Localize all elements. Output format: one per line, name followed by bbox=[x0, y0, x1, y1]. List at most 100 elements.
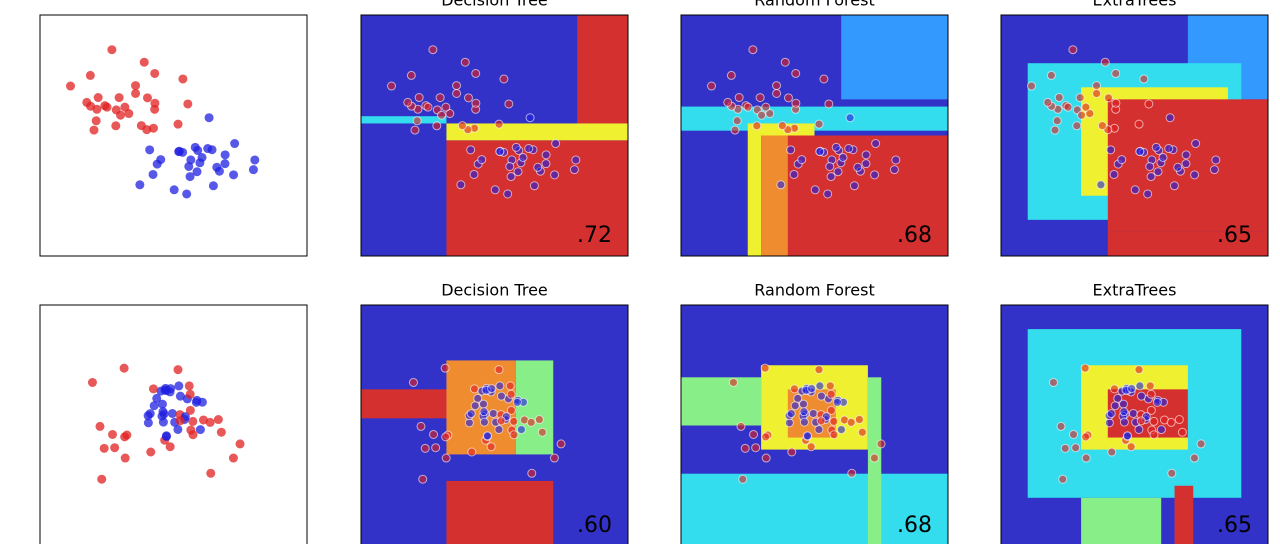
sample-point bbox=[786, 145, 796, 155]
sample-point bbox=[1100, 57, 1110, 67]
sample-point bbox=[173, 424, 183, 434]
sample-point bbox=[467, 447, 477, 457]
panel-border bbox=[360, 304, 629, 544]
sample-point bbox=[182, 189, 192, 199]
sample-point bbox=[815, 381, 825, 391]
sample-point bbox=[206, 468, 216, 478]
sample-point bbox=[757, 110, 767, 120]
sample-point bbox=[408, 377, 418, 387]
sample-point bbox=[139, 57, 149, 67]
sample-point bbox=[496, 416, 506, 426]
sample-point bbox=[1128, 408, 1138, 418]
panel-body bbox=[681, 15, 948, 256]
sample-point bbox=[525, 113, 535, 123]
sample-point bbox=[819, 74, 829, 84]
sample-point bbox=[1136, 416, 1146, 426]
sample-point bbox=[790, 401, 800, 411]
sample-point bbox=[829, 430, 839, 440]
sample-point bbox=[738, 474, 748, 484]
sample-point bbox=[412, 116, 422, 126]
sample-point bbox=[469, 169, 479, 179]
sample-point bbox=[158, 407, 168, 417]
sample-point bbox=[826, 389, 836, 399]
sample-point bbox=[1056, 421, 1066, 431]
sample-point bbox=[513, 167, 523, 177]
sample-point bbox=[406, 70, 416, 80]
sample-point bbox=[1164, 144, 1174, 154]
sample-point bbox=[734, 93, 744, 103]
sample-point bbox=[889, 165, 899, 175]
panel-border bbox=[360, 14, 629, 257]
sample-point bbox=[861, 159, 871, 169]
sample-point bbox=[1109, 169, 1119, 179]
panel bbox=[680, 304, 949, 544]
sample-point bbox=[175, 391, 185, 401]
sample-point bbox=[1136, 391, 1146, 401]
sample-point bbox=[1165, 113, 1175, 123]
sample-point bbox=[494, 365, 504, 375]
sample-point bbox=[229, 170, 239, 180]
sample-point bbox=[486, 442, 496, 452]
sample-point bbox=[102, 102, 112, 112]
sample-point bbox=[152, 393, 162, 403]
sample-point bbox=[403, 97, 413, 107]
sample-point bbox=[420, 443, 430, 453]
sample-point bbox=[506, 172, 516, 182]
sample-point bbox=[761, 432, 771, 442]
sample-point bbox=[1106, 409, 1116, 419]
score: .68 bbox=[897, 223, 932, 248]
sample-point bbox=[740, 443, 750, 453]
sample-point bbox=[188, 430, 198, 440]
sample-point bbox=[760, 363, 770, 373]
sample-point bbox=[143, 418, 153, 428]
sample-point bbox=[1060, 443, 1070, 453]
sample-point bbox=[1134, 424, 1144, 434]
sample-point bbox=[418, 474, 428, 484]
panel-border bbox=[39, 304, 308, 544]
sample-point bbox=[142, 93, 152, 103]
sample-point bbox=[205, 417, 215, 427]
sample-point bbox=[440, 363, 450, 373]
sample-point bbox=[556, 439, 566, 449]
sample-point bbox=[432, 121, 442, 131]
sample-point bbox=[190, 142, 200, 152]
sample-point bbox=[1145, 161, 1155, 171]
decision-region bbox=[515, 360, 554, 455]
sample-point bbox=[429, 429, 439, 439]
sample-point bbox=[845, 113, 855, 123]
sample-point bbox=[435, 93, 445, 103]
sample-point bbox=[185, 405, 195, 415]
sample-point bbox=[786, 409, 796, 419]
sample-point bbox=[220, 159, 230, 169]
sample-point bbox=[1173, 162, 1183, 172]
sample-point bbox=[1152, 397, 1162, 407]
panel-border bbox=[680, 14, 949, 257]
sample-point bbox=[213, 415, 223, 425]
sample-point bbox=[191, 397, 201, 407]
sample-point bbox=[91, 116, 101, 126]
sample-point bbox=[1068, 45, 1078, 55]
sample-point bbox=[529, 181, 539, 191]
sample-point bbox=[1109, 384, 1119, 394]
sample-point bbox=[550, 170, 560, 180]
panel bbox=[1000, 14, 1269, 257]
sample-point bbox=[183, 99, 193, 109]
sample-point bbox=[806, 442, 816, 452]
panel-body bbox=[361, 305, 628, 544]
sample-point bbox=[1181, 150, 1191, 160]
sample-point bbox=[824, 99, 834, 109]
sample-point bbox=[487, 384, 497, 394]
sample-point bbox=[1072, 121, 1082, 131]
sample-point bbox=[1153, 167, 1163, 177]
sample-point bbox=[799, 407, 809, 417]
sample-point bbox=[891, 155, 901, 165]
sample-point bbox=[148, 384, 158, 394]
sample-point bbox=[1174, 415, 1184, 425]
sample-point bbox=[165, 442, 175, 452]
sample-point bbox=[66, 81, 76, 91]
sample-point bbox=[504, 99, 514, 109]
sample-point bbox=[509, 430, 519, 440]
sample-point bbox=[748, 45, 758, 55]
sample-point bbox=[228, 453, 238, 463]
sample-point bbox=[1149, 430, 1159, 440]
